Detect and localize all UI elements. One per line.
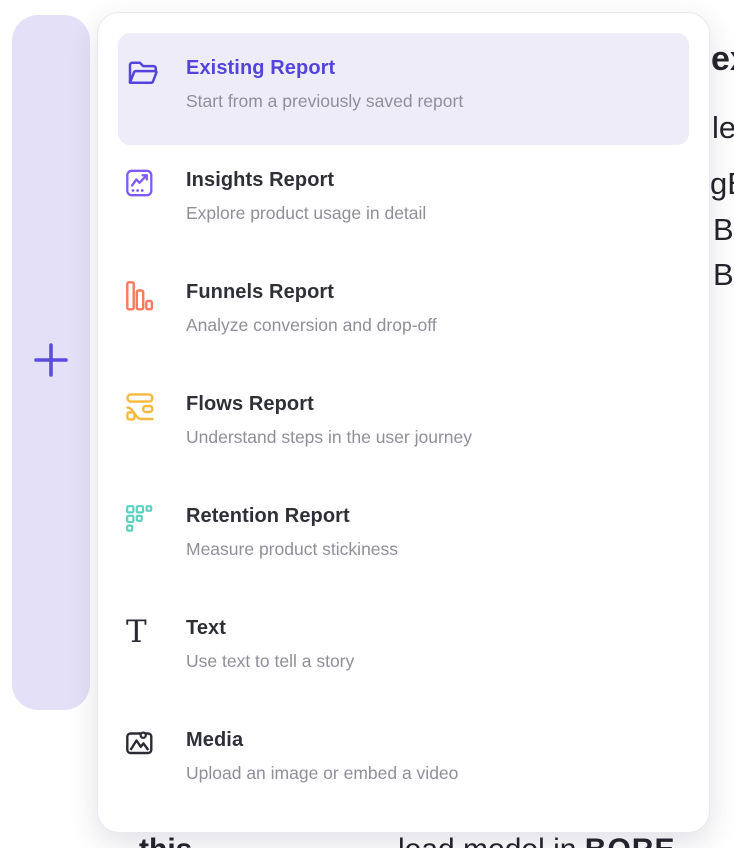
- menu-item-title: Flows Report: [186, 393, 314, 415]
- add-report-menu: Existing Report Start from a previously …: [97, 12, 710, 833]
- menu-item-funnels-report[interactable]: Funnels Report Analyze conversion and dr…: [118, 257, 689, 369]
- menu-item-flows-report[interactable]: Flows Report Understand steps in the use…: [118, 369, 689, 481]
- menu-item-title: Funnels Report: [186, 281, 335, 303]
- menu-item-text[interactable]: T Text Use text to tell a story: [118, 593, 689, 705]
- menu-item-description: Explore product usage in detail: [186, 203, 427, 223]
- menu-item-description: Measure product stickiness: [186, 539, 399, 559]
- plus-icon: [33, 342, 69, 383]
- background-text-fragment: ex: [711, 40, 734, 78]
- background-text-fragment: B: [713, 212, 734, 247]
- menu-item-description: Start from a previously saved report: [186, 91, 464, 111]
- background-text-fragment: gB: [710, 166, 734, 201]
- menu-item-description: Analyze conversion and drop-off: [186, 315, 437, 335]
- menu-item-title: Text: [186, 617, 227, 639]
- media-icon: [126, 728, 166, 757]
- menu-item-description: Use text to tell a story: [186, 651, 355, 671]
- menu-item-description: Understand steps in the user journey: [186, 427, 472, 447]
- text-icon: T: [126, 614, 147, 650]
- menu-item-title: Insights Report: [186, 169, 335, 191]
- menu-item-description: Upload an image or embed a video: [186, 763, 459, 783]
- background-text-fragment: lead model in BORE: [398, 833, 675, 848]
- menu-item-insights-report[interactable]: Insights Report Explore product usage in…: [118, 145, 689, 257]
- menu-item-title: Existing Report: [186, 57, 336, 79]
- funnel-bars-icon: [126, 280, 166, 312]
- background-text-fragment: le: [712, 110, 734, 145]
- background-text-fragment: B: [713, 257, 734, 292]
- insights-chart-icon: [126, 168, 166, 197]
- retention-grid-icon: [126, 504, 166, 535]
- menu-item-media[interactable]: Media Upload an image or embed a video: [118, 705, 689, 817]
- menu-item-title: Media: [186, 729, 244, 751]
- menu-item-title: Retention Report: [186, 505, 350, 527]
- menu-item-retention-report[interactable]: Retention Report Measure product stickin…: [118, 481, 689, 593]
- add-widget-column[interactable]: [12, 15, 90, 710]
- flows-icon: [126, 392, 166, 421]
- folder-open-icon: [126, 56, 166, 88]
- menu-item-existing-report[interactable]: Existing Report Start from a previously …: [118, 33, 689, 145]
- background-text-fragment: this: [139, 833, 192, 848]
